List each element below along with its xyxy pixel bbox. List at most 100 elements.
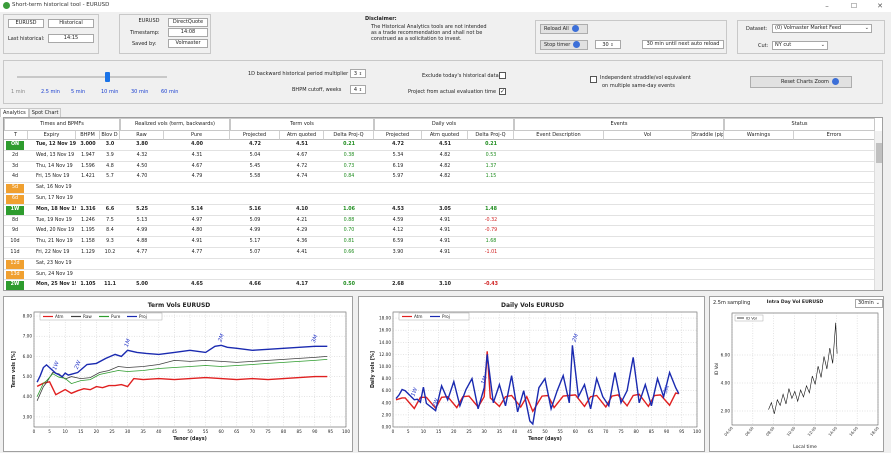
cell-pure: 4.65 <box>191 282 203 288</box>
column-header[interactable]: Errors <box>794 131 875 140</box>
grid-scrollbar[interactable] <box>874 131 882 290</box>
quote-type: DirectQuote <box>168 18 208 27</box>
table-row[interactable]: 9d Wed, 20 Nov 19 1.195 8.4 4.99 4.80 4.99 4.29… <box>4 226 874 238</box>
cell-ddelta: -0.43 <box>484 282 498 288</box>
cell-datm: 4.91 <box>439 228 451 234</box>
column-header[interactable]: Straddle (pips) <box>692 131 724 140</box>
table-row[interactable]: 5d Sat, 16 Nov 19 <box>4 183 874 194</box>
bhpm-cutoff-stepper[interactable]: 4 ⇕ <box>350 85 366 94</box>
slider-thumb[interactable] <box>104 72 110 82</box>
disclaimer-title: Disclaimer: <box>365 16 397 22</box>
column-header[interactable]: Warnings <box>724 131 794 140</box>
cell-ddelta <box>468 194 514 205</box>
scroll-thumb[interactable] <box>876 143 882 163</box>
x-tick-label: 40 <box>156 429 162 434</box>
cell-expiry: Tue, 19 Nov 19 <box>36 217 72 223</box>
table-row[interactable]: 13d Sun, 24 Nov 19 <box>4 270 874 281</box>
table-row[interactable]: 1W Mon, 18 Nov 19 1.316 6.6 5.25 5.14 5.16 4.10… <box>4 205 874 216</box>
cell-expiry: Wed, 13 Nov 19 <box>36 152 75 158</box>
column-header[interactable]: Raw <box>120 131 164 140</box>
x-tick-label: 55 <box>558 429 564 434</box>
reload-all-button[interactable]: Reload All <box>540 24 588 34</box>
interval-select[interactable]: 30min ⌄ <box>855 299 883 308</box>
term-vols-chart[interactable]: Term Vols EURUSD 0 5 10 15 20 25 30 35 40 45 50 55 6… <box>3 296 353 452</box>
cell-tdelta: 0.21 <box>343 142 355 147</box>
cut-select[interactable]: NY cut ⌄ <box>772 41 828 50</box>
dataset-select[interactable]: (0) Volmaster Market Feed ⌄ <box>772 24 872 33</box>
close-icon[interactable]: ✕ <box>877 2 883 10</box>
column-header[interactable]: T <box>4 131 28 140</box>
column-header[interactable]: Atm quoted <box>422 131 468 140</box>
table-row[interactable]: 12d Sat, 23 Nov 19 <box>4 259 874 270</box>
table-row[interactable]: 4d Fri, 15 Nov 19 1.421 5.7 4.70 4.79 5.58 4.74… <box>4 172 874 184</box>
cell-blov: 6.6 <box>105 206 115 212</box>
cell-pure: 4.00 <box>191 142 203 147</box>
table-row[interactable]: 11d Fri, 22 Nov 19 1.129 10.2 4.77 4.77 5.07 4.… <box>4 248 874 259</box>
column-header[interactable]: Projected <box>374 131 422 140</box>
cell-expiry: Mon, 18 Nov 19 <box>36 206 76 212</box>
cell-dproj: 2.68 <box>392 282 404 288</box>
cell-blov <box>100 270 120 281</box>
stepper-arrows-icon[interactable]: ⇕ <box>610 42 614 47</box>
column-header[interactable]: Blov D <box>100 131 120 140</box>
cell-expiry: Fri, 22 Nov 19 <box>36 250 70 255</box>
cell-datm: 4.82 <box>439 152 451 158</box>
cell-dproj: 4.53 <box>392 206 404 212</box>
column-header[interactable]: Atm quoted <box>280 131 324 140</box>
x-tick-label: 70 <box>603 429 609 434</box>
project-from-checkbox[interactable]: ✓ <box>499 88 506 95</box>
tab-spot-chart[interactable]: Spot Chart <box>28 108 62 117</box>
column-header[interactable]: Pure <box>164 131 230 140</box>
column-header[interactable]: Delta Proj-Q <box>324 131 374 140</box>
daily-vols-chart[interactable]: Daily Vols EURUSD 0 5 10 15 20 25 30 35 40 45 50 55… <box>358 296 705 452</box>
quote-panel: EURUSD DirectQuote Timestamp: 14:08 Save… <box>119 14 211 54</box>
cell-raw <box>120 270 164 281</box>
y-tick-label: 6.00 <box>23 354 33 359</box>
table-row[interactable]: 6d Sun, 17 Nov 19 <box>4 194 874 205</box>
stepper-arrows-icon[interactable]: ⇕ <box>358 71 363 76</box>
column-header[interactable]: BHPM <box>76 131 100 140</box>
table-row[interactable]: 3d Thu, 14 Nov 19 1.596 4.8 4.50 4.67 5.45 4.72… <box>4 162 874 173</box>
table-row[interactable]: 10d Thu, 21 Nov 19 1.158 9.3 4.88 4.91 5.17 4.3… <box>4 237 874 248</box>
cell-tproj: 5.45 <box>249 163 261 169</box>
column-header[interactable]: Vol <box>604 131 692 140</box>
minimize-icon[interactable]: – <box>825 2 829 10</box>
table-row[interactable]: 8d Tue, 19 Nov 19 1.246 7.5 5.13 4.97 5.09 4.21… <box>4 216 874 227</box>
column-header[interactable]: Event Description <box>514 131 604 140</box>
cell-tatm <box>280 194 324 205</box>
cell-bhpm: 1.129 <box>81 250 95 255</box>
project-from-label: Project from actual evaluation time <box>408 89 497 95</box>
column-header[interactable]: Delta Proj-Q <box>468 131 514 140</box>
table-row[interactable]: 2W Mon, 25 Nov 19 1.105 11.1 5.00 4.65 4.66 4.1… <box>4 280 874 290</box>
x-tick-label: 50 <box>187 429 193 434</box>
table-row[interactable]: ON Tue, 12 Nov 19 3.000 3.0 3.80 4.00 4.72 4.51… <box>4 140 874 151</box>
independent-checkbox[interactable] <box>590 76 597 83</box>
multiplier-stepper[interactable]: 3 ⇕ <box>350 69 366 78</box>
cell-raw: 4.32 <box>136 152 148 158</box>
tab-analytics[interactable]: Analytics <box>0 108 29 117</box>
stepper-arrows-icon[interactable]: ⇕ <box>358 87 363 92</box>
exclude-today-checkbox[interactable] <box>499 72 506 79</box>
cell-expiry: Fri, 15 Nov 19 <box>36 174 70 180</box>
term-vols-plot[interactable]: 0 5 10 15 20 25 30 35 40 45 50 55 60 65 70 75 80 85 90 95 10… <box>4 297 352 451</box>
y-tick-label: 8.00 <box>382 376 392 381</box>
quote-ccy: EURUSD <box>138 18 160 24</box>
daily-vols-plot[interactable]: 0 5 10 15 20 25 30 35 40 45 50 55 60 65 70 75 80 85 90 95 10… <box>359 297 704 451</box>
column-header[interactable]: Expiry <box>28 131 76 140</box>
reset-zoom-button[interactable]: Reset Charts Zoom <box>750 76 852 88</box>
cell-tproj: 5.16 <box>249 206 261 212</box>
y-tick-label: 6.00 <box>721 353 731 358</box>
column-header[interactable]: Projected <box>230 131 280 140</box>
cell-t: 12d <box>6 259 24 269</box>
sampling-slider[interactable]: 1 min 2.5 min 5 min 10 min 30 min 60 min <box>11 71 178 101</box>
maximize-icon[interactable]: ☐ <box>850 2 858 10</box>
stop-timer-button[interactable]: Stop timer <box>540 40 588 50</box>
table-row[interactable]: 2d Wed, 13 Nov 19 1.947 3.9 4.32 4.31 5.04 4.67… <box>4 151 874 162</box>
cell-tproj: 5.04 <box>249 152 261 158</box>
intraday-plot[interactable]: 2.00 4.00 6.00 04:00 06:00 08:00 10:00 12:00 14:… <box>710 297 883 451</box>
cell-tatm: 4.21 <box>296 217 308 223</box>
y-tick-label: 14.00 <box>379 340 391 345</box>
cell-pure: 4.91 <box>191 239 203 245</box>
timer-stepper[interactable]: 30 ⇕ <box>595 40 621 49</box>
intraday-vol-chart[interactable]: 2.5m sampling Intra Day Vol EURUSD 30min… <box>709 296 884 452</box>
